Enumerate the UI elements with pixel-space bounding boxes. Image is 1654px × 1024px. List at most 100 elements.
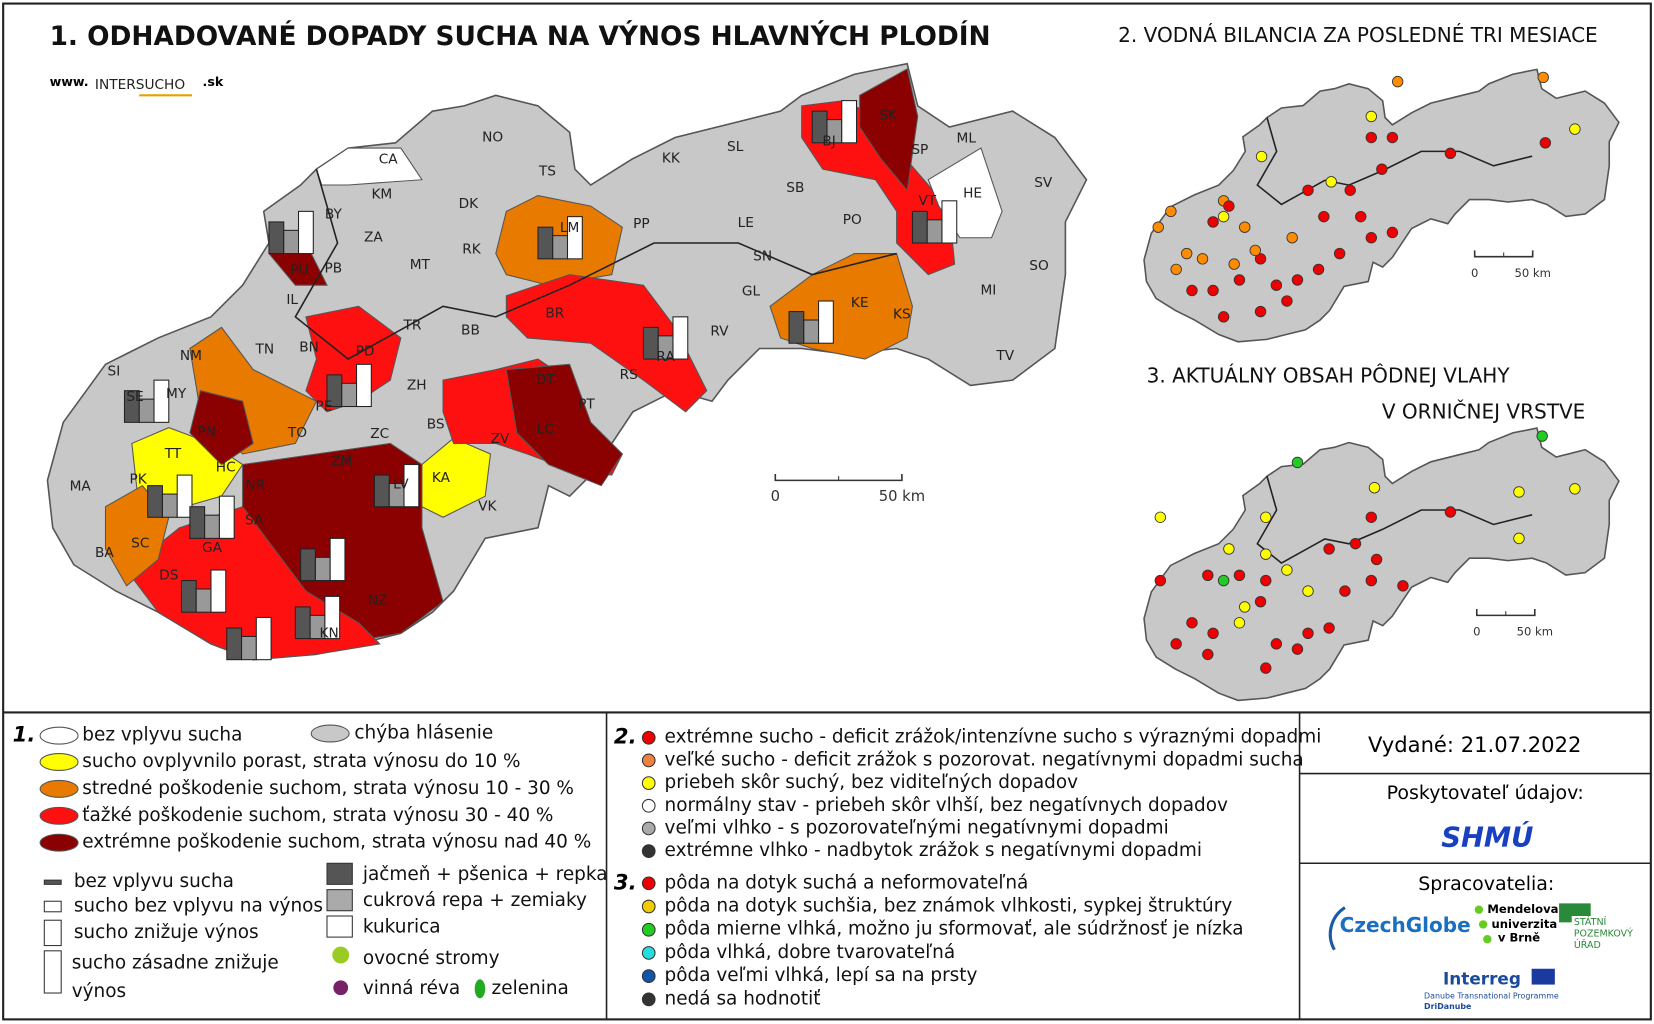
- bar: [373, 474, 390, 508]
- legend-swatch: [641, 876, 656, 891]
- district-label: GA: [202, 540, 223, 556]
- legend-item: extrémne sucho - deficit zrážok/intenzív…: [665, 727, 1322, 748]
- district-label: BJ: [822, 134, 835, 150]
- logo-arc: [1328, 906, 1346, 951]
- station-dot: [1260, 511, 1272, 523]
- district-label: PK: [130, 471, 148, 487]
- bar: [176, 474, 193, 518]
- legend-swatch: [43, 950, 62, 994]
- station-dot: [1254, 305, 1267, 318]
- logo: univerzita: [1492, 917, 1558, 931]
- district-label: NZ: [368, 593, 388, 609]
- legend-item: vinná réva: [363, 978, 460, 999]
- bar: [161, 493, 178, 518]
- district-label: BB: [461, 323, 480, 339]
- logo-dot: [1474, 905, 1484, 914]
- station-dot: [1260, 574, 1272, 587]
- station-dot: [1444, 147, 1457, 160]
- station-dot: [1165, 205, 1177, 218]
- district-label: SE: [126, 389, 143, 405]
- legend-item: jačmeň + pšenica + repka: [362, 864, 608, 885]
- logo-dot: [1483, 934, 1492, 944]
- station-dot: [1291, 643, 1304, 655]
- station-dot: [1349, 537, 1362, 550]
- station-dot: [1444, 506, 1457, 518]
- station-dot: [1370, 553, 1383, 566]
- district-label: HE: [963, 185, 982, 201]
- district-label: GL: [742, 284, 761, 300]
- bar: [297, 210, 314, 255]
- station-dot: [1207, 284, 1219, 297]
- district-label: ML: [957, 131, 977, 147]
- legend-swatch: [641, 844, 656, 858]
- district-label: TS: [538, 163, 556, 179]
- bar: [226, 627, 243, 661]
- station-dot: [1391, 75, 1404, 88]
- station-dot: [1318, 210, 1330, 223]
- bar: [314, 556, 331, 582]
- station-dot: [1281, 564, 1293, 576]
- bar: [324, 595, 341, 640]
- station-dot: [1386, 131, 1399, 144]
- logo: CzechGlobe: [1340, 913, 1471, 937]
- legend-swatch: [39, 779, 79, 798]
- station-dot: [1281, 295, 1293, 307]
- station-dot: [1202, 569, 1214, 581]
- logo: INTERSUCHO: [95, 77, 185, 93]
- district-label: SV: [1034, 175, 1053, 191]
- bar: [180, 580, 197, 613]
- legend-item: sucho znižuje výnos: [74, 922, 259, 943]
- station-dot: [1239, 221, 1251, 233]
- legend-swatch: [326, 915, 353, 938]
- legend-item: ovocné stromy: [363, 948, 500, 969]
- bar: [566, 216, 583, 260]
- region: [505, 274, 708, 413]
- station-dot: [1365, 511, 1377, 523]
- legend-item: cukrová repa + zemiaky: [363, 890, 587, 911]
- legend-swatch: [39, 833, 79, 852]
- station-dot: [1569, 123, 1581, 135]
- district-label: LM: [560, 220, 579, 236]
- district-label: BY: [325, 207, 343, 223]
- legend-item: sucho ovplyvnilo porast, strata výnosu d…: [82, 751, 520, 772]
- logo: POZEMKOVÝ: [1574, 927, 1633, 939]
- bar: [294, 606, 311, 640]
- scale-bar: [1473, 250, 1534, 258]
- district-label: LC: [537, 422, 554, 438]
- bar: [911, 210, 928, 244]
- country: [1143, 68, 1620, 343]
- legend-item: extrémne vlhko - nadbytok zrážok s negat…: [665, 840, 1202, 861]
- station-dot: [1302, 585, 1314, 597]
- legend-item: normálny stav - priebeh skôr vlhší, bez …: [665, 795, 1228, 816]
- legend-item: extrémne poškodenie suchom, strata výnos…: [82, 832, 591, 853]
- scale-label: 50 km: [879, 488, 925, 505]
- legend-item: stredné poškodenie suchom, strata výnosu…: [82, 778, 574, 799]
- station-dot: [1233, 617, 1246, 629]
- border: [1256, 476, 1533, 564]
- legend-item: pôda veľmi vlhká, lepí sa na prsty: [665, 965, 978, 986]
- legend-item: kukurica: [363, 917, 441, 938]
- station-dot: [1286, 232, 1298, 244]
- station-dot: [1223, 543, 1235, 555]
- legend-swatch: [641, 753, 656, 768]
- district-label: BS: [427, 416, 445, 432]
- station-dot: [1249, 244, 1261, 257]
- district-label: MA: [70, 479, 92, 495]
- district-label: PU: [290, 262, 308, 278]
- bar: [356, 363, 372, 408]
- legend-item: pôda mierne vlhká, možno ju sformovať, a…: [665, 919, 1244, 940]
- bar: [189, 506, 206, 539]
- title: 2. VODNÁ BILANCIA ZA POSLEDNÉ TRI MESIAC…: [1118, 23, 1598, 47]
- border: [294, 168, 897, 360]
- title: V ORNIČNEJ VRSTVE: [1382, 399, 1585, 423]
- legend-swatch: [474, 979, 486, 999]
- bar: [329, 537, 346, 582]
- station-dot: [1255, 150, 1268, 163]
- station-dot: [1365, 574, 1377, 587]
- region: [505, 363, 624, 487]
- title: 3. AKTUÁLNY OBSAH PÔDNEJ VLAHY: [1147, 363, 1511, 387]
- legend-item: sucho bez vplyvu na výnos: [74, 896, 323, 917]
- district-label: PB: [324, 260, 342, 276]
- bar: [241, 635, 257, 661]
